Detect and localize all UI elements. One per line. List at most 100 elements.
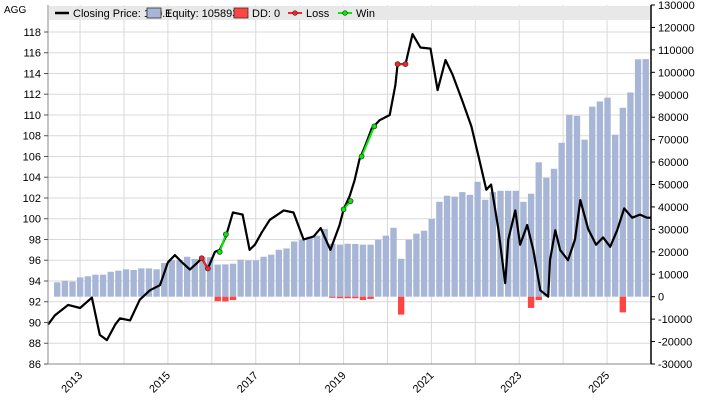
win-trade-line: [360, 126, 376, 157]
drawdown-bar: [535, 296, 542, 301]
legend-item: DD: 0: [233, 7, 280, 20]
equity-bar: [604, 97, 611, 297]
drawdown-bar: [336, 296, 344, 299]
equity-bar: [183, 256, 191, 297]
drawdown-bar: [367, 296, 374, 299]
equity-bar: [482, 199, 489, 297]
equity-bar: [54, 282, 61, 297]
equity-bar: [92, 274, 99, 297]
right-tick-label: 30000: [658, 224, 689, 236]
legend-label: DD: 0: [252, 8, 280, 20]
win-trade-marker: [371, 123, 378, 130]
right-tick-label: -10000: [658, 314, 692, 326]
legend-box-icon: [146, 7, 162, 19]
equity-bar: [520, 201, 527, 297]
chart-title: AGG: [4, 5, 26, 16]
right-tick-label: 20000: [658, 247, 689, 259]
equity-bar: [69, 281, 76, 297]
equity-bar: [84, 276, 91, 297]
right-tick-label: 100000: [658, 67, 695, 79]
equity-bar: [344, 243, 351, 297]
equity-bar: [367, 244, 374, 297]
legend-marker-icon: [342, 10, 348, 16]
equity-bar: [589, 106, 596, 297]
x-tick-label: 2025: [586, 370, 612, 396]
equity-bar: [122, 269, 130, 297]
equity-bar: [237, 259, 244, 297]
legend-item: Loss: [288, 8, 330, 20]
equity-bar: [283, 248, 290, 297]
left-tick-label: 86: [29, 359, 41, 371]
left-tick-label: 112: [23, 89, 41, 101]
left-tick-label: 118: [23, 27, 41, 39]
equity-bar: [428, 219, 435, 297]
equity-bar: [413, 233, 420, 297]
equity-bar: [313, 235, 321, 297]
equity-bar: [558, 142, 565, 297]
equity-bar: [161, 263, 168, 297]
loss-trade-marker: [198, 255, 205, 262]
left-tick-label: 116: [23, 48, 41, 60]
left-tick-label: 98: [29, 234, 41, 246]
equity-bar: [352, 243, 359, 297]
equity-bar: [596, 101, 604, 297]
right-tick-label: 60000: [658, 157, 689, 169]
equity-bar: [634, 59, 642, 297]
equity-bar: [61, 280, 69, 297]
equity-bar: [275, 249, 283, 297]
equity-bar: [206, 257, 214, 297]
equity-bar: [382, 235, 390, 297]
closing-price-line: [47, 32, 651, 342]
left-tick-label: 92: [29, 297, 41, 309]
legend-box-icon: [233, 7, 249, 19]
equity-bar: [619, 107, 626, 297]
left-tick-label: 110: [23, 110, 41, 122]
equity-bar: [611, 134, 619, 297]
legend-label: Win: [356, 8, 375, 20]
equity-bar: [443, 195, 451, 297]
trade-markers: [198, 61, 409, 272]
win-trade-marker: [216, 249, 223, 255]
drawdown-bar: [619, 296, 626, 313]
drawdown-bar: [222, 296, 229, 302]
equity-bar: [329, 243, 336, 297]
x-tick-label: 2021: [411, 370, 437, 396]
equity-bar: [76, 277, 84, 297]
right-tick-label: 80000: [658, 112, 689, 124]
drawdown-bar: [359, 296, 367, 301]
left-tick-label: 100: [23, 214, 41, 226]
price-series: [47, 32, 651, 342]
equity-bar: [199, 257, 206, 297]
equity-bar: [535, 162, 542, 297]
drawdown-bar: [229, 296, 237, 301]
right-tick-label: 0: [658, 292, 664, 304]
equity-bar: [390, 227, 397, 297]
equity-bar: [359, 244, 367, 297]
equity-bar: [245, 260, 252, 297]
equity-bar: [168, 260, 176, 297]
equity-bar: [451, 196, 458, 297]
drawdown-bars: [214, 296, 626, 315]
left-tick-label: 106: [23, 151, 41, 163]
right-tick-label: 40000: [658, 202, 689, 214]
x-tick-label: 2015: [147, 370, 173, 396]
drawdown-bar: [352, 296, 359, 299]
equity-bar: [627, 92, 634, 297]
drawdown-bar: [329, 296, 336, 298]
right-tick-label: 50000: [658, 180, 689, 192]
loss-trade-marker: [205, 265, 211, 272]
equity-bar: [405, 239, 412, 297]
equity-bar: [176, 260, 183, 297]
right-tick-label: -20000: [658, 337, 692, 349]
left-tick-label: 104: [23, 172, 41, 184]
equity-bar: [229, 263, 237, 297]
equity-bar: [566, 114, 573, 297]
right-tick-label: 120000: [658, 22, 695, 34]
equity-bar: [138, 268, 145, 297]
equity-bar: [420, 230, 428, 297]
equity-bar: [466, 194, 474, 297]
x-tick-label: 2013: [59, 370, 85, 396]
drawdown-bar: [344, 296, 351, 299]
equity-bar: [145, 268, 153, 297]
